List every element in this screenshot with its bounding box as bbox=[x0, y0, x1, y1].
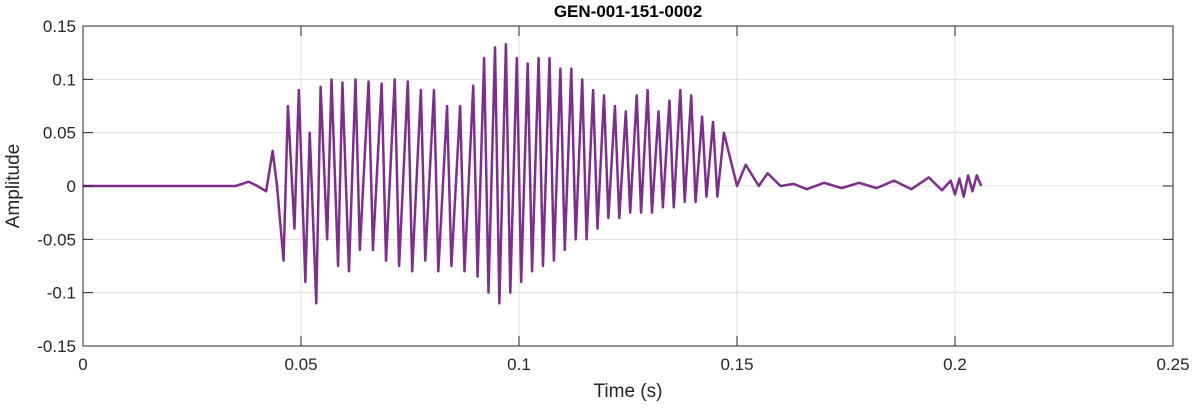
x-tick-label: 0.15 bbox=[720, 355, 753, 374]
ticks: 0 0.05 0.1 0.15 0.2 0.25 -0.15 -0.1 -0.05 0 0.05 0.… bbox=[37, 17, 1189, 374]
y-tick-label: -0.05 bbox=[37, 230, 76, 249]
x-axis-label: Time (s) bbox=[594, 381, 663, 402]
y-tick-label: -0.1 bbox=[47, 284, 76, 303]
y-tick-label: 0.15 bbox=[43, 17, 76, 36]
chart-title: GEN-001-151-0002 bbox=[554, 2, 702, 21]
x-tick-label: 0 bbox=[78, 355, 87, 374]
x-tick-label: 0.05 bbox=[284, 355, 317, 374]
x-tick-label: 0.25 bbox=[1156, 355, 1189, 374]
y-axis-label: Amplitude bbox=[3, 144, 24, 229]
y-tick-label: 0.05 bbox=[43, 124, 76, 143]
y-tick-label: 0.1 bbox=[52, 70, 76, 89]
x-tick-label: 0.2 bbox=[943, 355, 967, 374]
series-line-1 bbox=[83, 42, 983, 305]
y-tick-label: 0 bbox=[67, 177, 76, 196]
y-tick-label: -0.15 bbox=[37, 337, 76, 356]
x-tick-label: 0.1 bbox=[507, 355, 531, 374]
series-group bbox=[83, 42, 983, 305]
